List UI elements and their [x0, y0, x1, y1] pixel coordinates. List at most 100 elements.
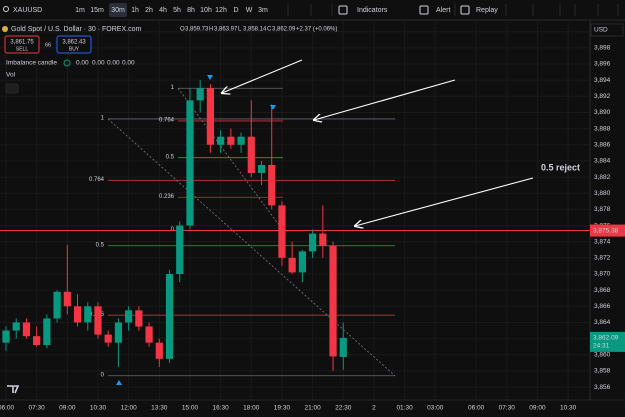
- candle-body: [12, 322, 20, 331]
- buy-button[interactable]: [56, 35, 92, 54]
- markers: [116, 75, 276, 385]
- price-label-bg: [590, 224, 625, 237]
- y-tick-label: 3,866: [594, 303, 611, 310]
- interval[interactable]: 8h: [187, 7, 195, 14]
- interval[interactable]: 1h: [131, 7, 139, 14]
- candle-body: [125, 310, 133, 323]
- candle-body: [2, 330, 10, 343]
- candle-body: [155, 342, 163, 359]
- fib-label: 1: [101, 116, 105, 122]
- fib-label: 0.764: [89, 177, 105, 183]
- interval[interactable]: 3m: [258, 7, 268, 14]
- x-tick-label: 16:30: [212, 405, 229, 412]
- x-tick-label: 2: [372, 405, 376, 412]
- candle-body: [329, 245, 337, 357]
- candle-body: [22, 322, 31, 337]
- toolbar: [0, 0, 625, 20]
- candle-body: [257, 164, 266, 174]
- y-tick-label: 3,880: [594, 190, 611, 197]
- interval[interactable]: D: [233, 7, 238, 14]
- candle-body: [196, 88, 204, 101]
- y-tick-label: 3,856: [594, 384, 611, 391]
- interval[interactable]: 15m: [90, 7, 104, 14]
- interval[interactable]: 2h: [145, 7, 153, 14]
- toolbar-button[interactable]: Replay: [476, 7, 498, 14]
- candle-body: [33, 336, 41, 346]
- indicator-name: Vol: [6, 72, 16, 79]
- price-label: 3,875.38: [593, 227, 619, 234]
- x-tick-label: 10:30: [90, 405, 107, 412]
- fib-label: 0: [171, 227, 175, 233]
- y-tick-label: 3,874: [594, 238, 611, 245]
- candle-body: [206, 88, 214, 145]
- buy-price[interactable]: 3,862.43: [62, 40, 86, 46]
- interval[interactable]: 5h: [173, 7, 181, 14]
- collapse-button[interactable]: [5, 83, 19, 94]
- sell-price[interactable]: 3,861.75: [10, 40, 34, 46]
- y-tick-label: 3,886: [594, 141, 611, 148]
- y-tick-label: 3,882: [594, 174, 611, 181]
- fib-label: 0.5: [96, 242, 105, 248]
- interval[interactable]: 12h: [215, 7, 227, 14]
- candle-body: [145, 326, 153, 343]
- x-tick-label: 07:30: [499, 405, 516, 412]
- marker: [270, 105, 276, 110]
- candle-body: [339, 337, 347, 357]
- x-tick-label: 06:00: [0, 405, 15, 412]
- sell-button[interactable]: [4, 35, 40, 54]
- ohlc-value: 3,862.09: [272, 27, 296, 33]
- candle-body: [114, 322, 123, 343]
- marker: [207, 75, 213, 80]
- x-tick-label: 22:30: [335, 405, 352, 412]
- indicator-icon: [63, 59, 71, 67]
- y-tick-label: 3,864: [594, 319, 611, 326]
- button-icon[interactable]: [419, 5, 429, 15]
- y-tick-label: 3,890: [594, 109, 611, 116]
- candle-body: [94, 306, 102, 335]
- currency[interactable]: USD: [594, 27, 608, 34]
- spread: 66: [45, 42, 51, 48]
- interval[interactable]: 30m: [111, 7, 125, 14]
- x-tick-label: 09:00: [59, 405, 76, 412]
- indicator-name: Imbalance candle: [6, 60, 57, 67]
- indicator-value: 0.00: [92, 60, 105, 67]
- candle-body: [309, 233, 317, 252]
- arrows: [222, 59, 534, 226]
- sell-label[interactable]: SELL: [16, 46, 28, 52]
- y-tick-label: 3,898: [594, 45, 611, 52]
- ohlc-key: C: [267, 27, 272, 33]
- candle-body: [227, 136, 235, 145]
- button-icon[interactable]: [338, 5, 348, 15]
- button-icon[interactable]: [460, 5, 470, 15]
- x-tick-label: 01:30: [396, 405, 413, 412]
- x-tick-label: 13:30: [151, 405, 168, 412]
- candle-body: [288, 257, 296, 273]
- toolbar-button[interactable]: Indicators: [357, 7, 388, 14]
- buy-label[interactable]: BUY: [69, 46, 80, 52]
- interval[interactable]: 1m: [75, 7, 85, 14]
- y-tick-label: 3,894: [594, 77, 611, 84]
- candle-body: [247, 136, 255, 174]
- y-tick-label: 3,884: [594, 158, 611, 165]
- fib-label: 0: [101, 372, 105, 378]
- symbol[interactable]: XAUUSD: [13, 7, 42, 14]
- toolbar-button[interactable]: Alert: [436, 7, 450, 14]
- x-tick-label: 10:30: [560, 405, 577, 412]
- candles: [2, 80, 347, 371]
- interval[interactable]: 4h: [159, 7, 167, 14]
- ohlc-key: L: [238, 27, 242, 33]
- ohlc-value: 3,859.73: [185, 27, 209, 33]
- annotation: 0.5 reject: [541, 162, 580, 172]
- interval[interactable]: W: [246, 7, 253, 14]
- candle-body: [84, 306, 92, 323]
- y-tick-label: 3,858: [594, 368, 611, 375]
- interval[interactable]: 10h: [200, 7, 212, 14]
- x-tick-label: 09:00: [529, 405, 546, 412]
- candle-body: [135, 310, 143, 327]
- fib-label: 0.5: [166, 154, 175, 160]
- fib-label: 0.236: [159, 194, 175, 200]
- currency-box[interactable]: [590, 23, 624, 37]
